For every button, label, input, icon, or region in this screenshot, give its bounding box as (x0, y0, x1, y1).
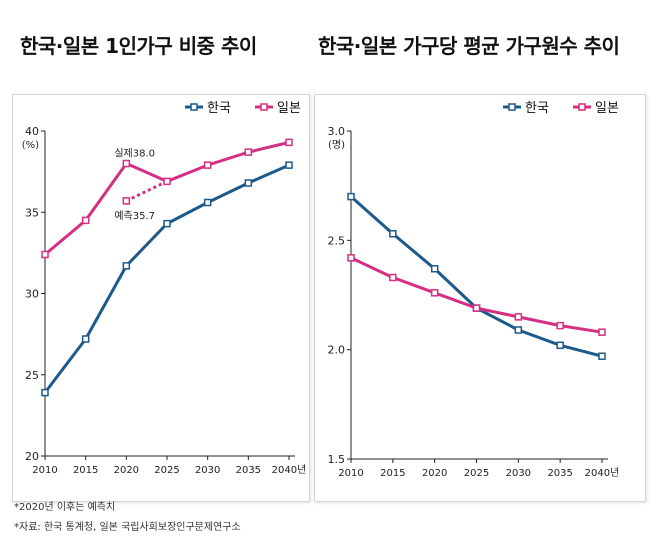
x-tick-label: 2015 (380, 468, 405, 479)
annotation-label: 실제38.0 (114, 148, 155, 160)
data-point-japan (514, 313, 523, 321)
left-chart-title: 한국·일본 1인가구 비중 추이 (20, 34, 257, 58)
data-point-japan (347, 254, 355, 262)
x-tick-label: 2030 (506, 468, 531, 479)
data-point-korea (347, 192, 355, 201)
x-tick-label: 2040년 (272, 464, 307, 476)
data-point-korea (81, 335, 90, 343)
y-unit-label: (%) (22, 140, 39, 151)
y-tick-label: 3.0 (328, 125, 346, 138)
data-point-korea (285, 161, 293, 169)
data-point-japan (41, 250, 49, 259)
data-point-korea (514, 326, 523, 334)
data-point-korea (41, 388, 49, 397)
annotation-label: 예측35.7 (114, 210, 155, 222)
x-tick-label: 2015 (73, 465, 98, 476)
data-point-japan (244, 148, 253, 156)
projection-point-marker (122, 197, 131, 205)
footnote-source: *자료: 한국 통계청, 일본 국립사회보장인구문제연구소 (14, 522, 241, 533)
data-point-japan (163, 177, 171, 186)
legend-marker (190, 103, 198, 111)
right-chart-title: 한국·일본 가구당 평균 가구원수 추이 (318, 34, 620, 58)
chart-single-person-households: 40 35 30 25 20 (%) 2010 2015 2020 2025 2030 2035 204… (22, 101, 307, 476)
data-point-japan (122, 159, 131, 168)
legend-marker (260, 103, 268, 111)
data-point-korea (163, 219, 171, 228)
x-tick-label: 2025 (154, 465, 179, 476)
x-tick-label: 2010 (338, 468, 363, 479)
data-point-japan (389, 273, 397, 282)
data-point-korea (244, 179, 253, 187)
chart-panel-household-size: 3.0 2.5 2.0 1.5 (명) 2010 2015 2020 2025 2030 2035 2… (314, 94, 646, 502)
data-point-japan (81, 216, 90, 225)
data-point-korea (122, 262, 131, 270)
x-tick-label: 2010 (32, 465, 57, 476)
legend-marker (508, 103, 516, 111)
y-tick-label: 35 (25, 206, 39, 219)
projection-line (125, 180, 168, 203)
data-point-japan (598, 328, 606, 336)
x-tick-label: 2035 (547, 468, 572, 479)
legend-label: 한국 (207, 101, 231, 116)
legend-marker (578, 103, 586, 111)
x-tick-label: 2020 (114, 465, 139, 476)
legend-label: 일본 (277, 101, 301, 116)
chart-panel-single-person-households: 40 35 30 25 20 (%) 2010 2015 2020 2025 2030 2035 204… (12, 94, 310, 502)
series-line-japan (44, 140, 290, 256)
data-point-korea (598, 352, 606, 360)
y-unit-label: (명) (328, 139, 345, 151)
x-tick-label: 2025 (464, 468, 489, 479)
x-tick-label: 2035 (236, 465, 261, 476)
y-tick-label: 30 (25, 288, 39, 301)
x-tick-label: 2020 (422, 468, 447, 479)
data-point-japan (556, 321, 564, 330)
data-point-japan (285, 138, 293, 147)
x-tick-label: 2030 (195, 465, 220, 476)
y-tick-label: 2.0 (328, 344, 346, 357)
series-line-korea (43, 163, 290, 394)
series-line-japan (350, 256, 603, 334)
y-tick-label: 1.5 (328, 453, 346, 466)
chart-household-size: 3.0 2.5 2.0 1.5 (명) 2010 2015 2020 2025 2030 2035 2… (328, 101, 620, 479)
legend-label: 한국 (525, 101, 549, 116)
data-point-korea (389, 230, 397, 238)
y-tick-label: 25 (25, 369, 39, 382)
data-point-korea (203, 198, 212, 207)
data-point-korea (430, 265, 439, 273)
footnote-projection: *2020년 이후는 예측치 (14, 502, 116, 513)
x-tick-label: 2040년 (585, 467, 620, 479)
data-point-japan (472, 304, 481, 312)
data-point-korea (556, 341, 564, 350)
y-tick-label: 40 (25, 125, 39, 138)
data-point-japan (203, 161, 212, 169)
y-tick-label: 2.5 (328, 234, 346, 247)
y-tick-label: 20 (25, 450, 39, 463)
data-point-japan (430, 289, 439, 297)
legend-label: 일본 (595, 101, 619, 116)
